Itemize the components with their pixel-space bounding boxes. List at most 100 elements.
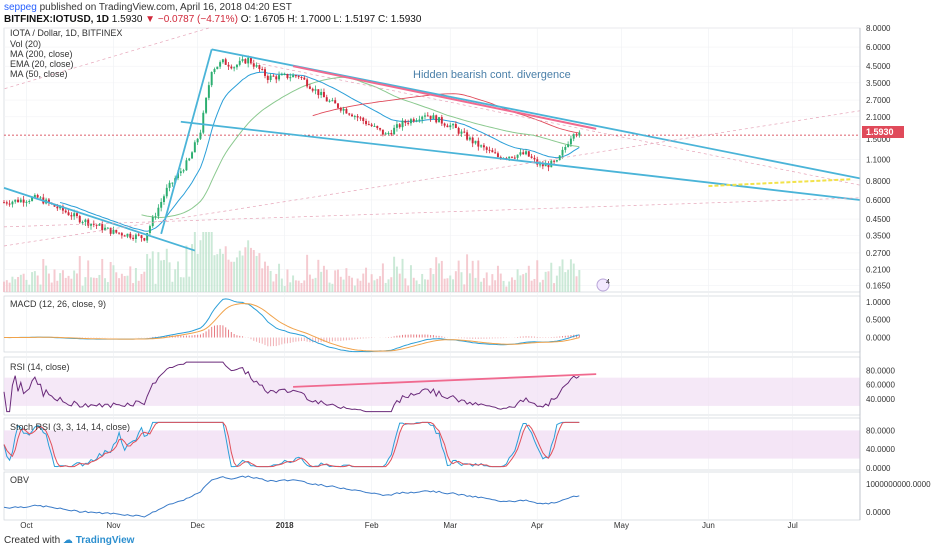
candle-body [412,119,415,122]
author-link[interactable]: seppeg [4,2,37,13]
volume-bar [33,271,36,292]
candle-body [219,62,222,67]
candle-body [205,97,208,113]
candle-body [193,142,196,153]
candle-body [221,59,224,63]
volume-bar [575,276,578,292]
volume-bar [306,254,309,292]
stoch-tick-label: 40.0000 [866,445,895,454]
candle-body [429,115,432,119]
time-tick-label: Jun [702,521,715,530]
volume-bar [536,260,539,292]
volume-bar [308,274,311,292]
volume-bar [126,275,129,292]
volume-bar [539,282,542,292]
candle-body [191,152,194,159]
volume-bar [553,283,556,292]
candle-body [373,125,376,127]
price-tick-label: 0.3500 [866,232,891,241]
volume-bar [446,278,449,292]
volume-bar [241,255,244,292]
candle-body [409,119,412,124]
volume-bar [275,273,278,292]
volume-bar [143,271,146,292]
candle-body [196,138,199,143]
event-marker[interactable] [596,278,610,292]
volume-bar [75,273,78,292]
volume-bar [84,277,87,292]
candle-body [252,63,255,67]
candle-body [424,115,426,117]
candle-body [126,233,129,237]
candle-body [393,127,396,135]
volume-bar [376,278,379,292]
candle-body [179,171,182,174]
candle-body [258,65,261,70]
candle-body [317,89,320,96]
candle-body [11,201,14,205]
candle-body [188,158,191,161]
candle-body [78,216,81,223]
candle-body [578,132,581,136]
candle-body [109,227,112,234]
volume-bar [418,284,421,292]
time-tick-label: Oct [20,521,33,530]
volume-bar [235,257,238,292]
candle-body [482,145,485,148]
candle-body [306,79,309,87]
symbol-header: BITFINEX:IOTUSD, 1D 1.5930 ▼ −0.0787 (−4… [4,14,421,25]
candle-body [421,116,424,120]
volume-bar [238,250,241,292]
candle-body [244,59,247,64]
price-tick-label: 6.0000 [866,43,891,52]
signal-line [4,302,580,352]
dashed-channel [250,61,861,186]
volume-bar [482,278,485,292]
candle-body [558,155,561,161]
volume-bar [387,279,390,292]
volume-bar [213,255,216,292]
volume-bar [508,281,511,292]
candle-body [115,229,118,233]
volume-bar [426,279,429,292]
rsi-divergence-line [293,373,597,388]
candle-body [33,195,36,198]
candle-body [207,85,210,98]
candle-body [365,120,368,125]
price-tick-label: 4.5000 [866,62,891,71]
volume-bar [261,268,264,292]
volume-bar [303,280,306,292]
candle-body [112,229,115,234]
candle-body [567,144,570,148]
tradingview-brand[interactable]: TradingView [75,535,135,546]
candle-body [266,75,269,80]
volume-bar [8,282,11,292]
time-tick-label: 2018 [276,521,294,530]
macd-pane-title: MACD (12, 26, close, 9) [10,299,106,309]
volume-bar [471,260,474,292]
volume-bar [28,284,31,292]
volume-bar [109,261,112,292]
candle-body [137,234,140,236]
candle-body [233,67,236,69]
volume-bar [269,270,272,292]
candle-body [320,92,323,96]
volume-bar [101,258,104,292]
time-tick-label: Dec [191,521,205,530]
candle-body [143,238,146,241]
macd-tick-label: 1.0000 [866,298,891,307]
candle-body [75,213,78,217]
candle-body [351,114,353,117]
candle-body [426,115,429,117]
volume-bar [182,277,185,292]
time-tick-label: Jul [788,521,798,530]
volume-bar [561,259,564,292]
price-tick-label: 0.1650 [866,282,891,291]
volume-bar [466,254,469,292]
volume-bar [485,272,488,292]
candle-body [261,69,264,71]
volume-bar [230,261,233,292]
volume-bar [174,269,177,292]
volume-bar [398,273,401,292]
